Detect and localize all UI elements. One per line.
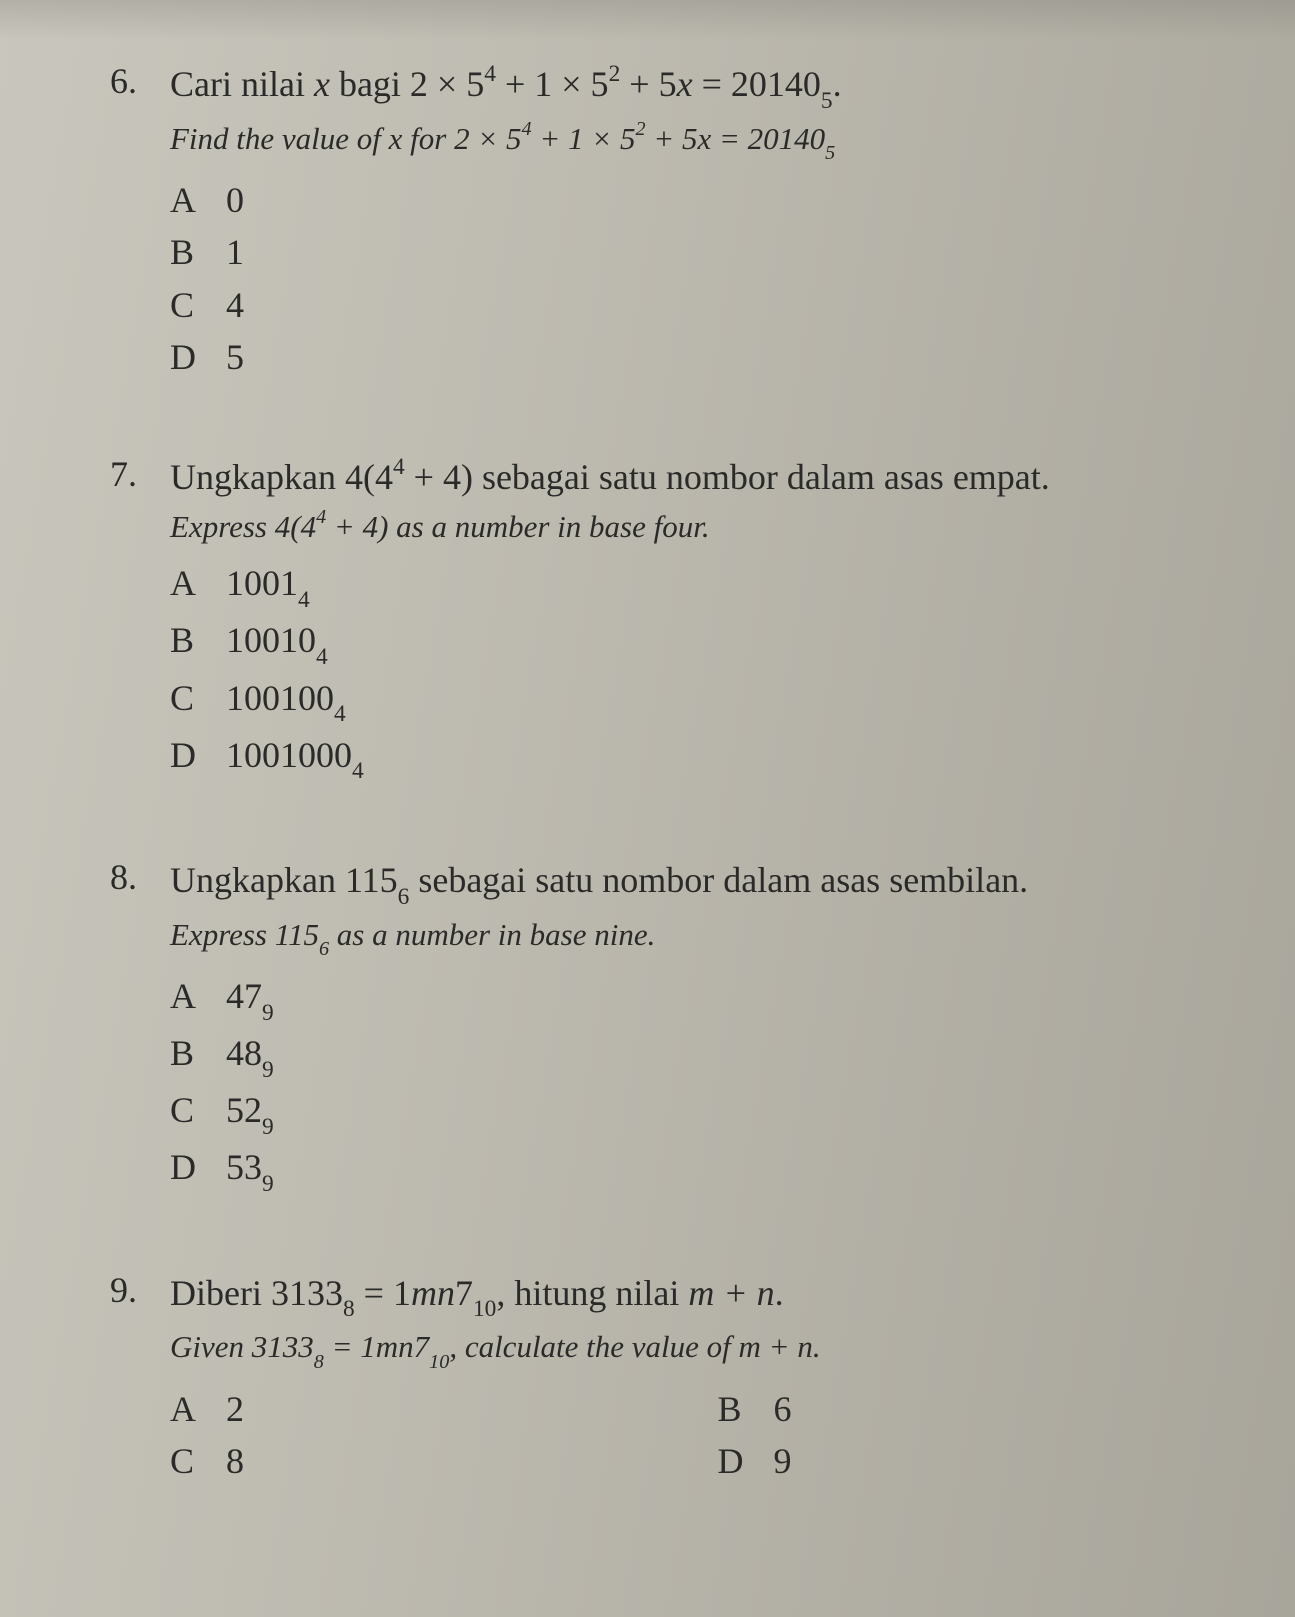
question-8: 8. Ungkapkan 1156 sebagai satu nombor da… bbox=[110, 856, 1225, 1199]
question-9: 9. Diberi 31338 = 1mn710, hitung nilai m… bbox=[110, 1269, 1225, 1488]
exam-page: 6. Cari nilai x bagi 2 × 54 + 1 × 52 + 5… bbox=[0, 0, 1295, 1617]
q9-option-c: C8 bbox=[170, 1435, 678, 1487]
q9-option-a: A2 bbox=[170, 1383, 678, 1435]
q8-option-d: D539 bbox=[170, 1141, 1225, 1198]
question-number: 8. bbox=[110, 856, 137, 898]
q8-malay: Ungkapkan 1156 sebagai satu nombor dalam… bbox=[170, 856, 1225, 910]
q6-option-a: A0 bbox=[170, 174, 1225, 226]
q8-option-c: C529 bbox=[170, 1084, 1225, 1141]
q6-option-b: B1 bbox=[170, 226, 1225, 278]
q7-malay: Ungkapkan 4(44 + 4) sebagai satu nombor … bbox=[170, 453, 1225, 502]
q8-options: A479 B489 C529 D539 bbox=[170, 970, 1225, 1199]
q6-malay: Cari nilai x bagi 2 × 54 + 1 × 52 + 5x =… bbox=[170, 60, 1225, 114]
question-number: 9. bbox=[110, 1269, 137, 1311]
q8-option-b: B489 bbox=[170, 1027, 1225, 1084]
q7-options: A10014 B100104 C1001004 D10010004 bbox=[170, 557, 1225, 786]
question-number: 7. bbox=[110, 453, 137, 495]
q8-option-a: A479 bbox=[170, 970, 1225, 1027]
q7-option-c: C1001004 bbox=[170, 672, 1225, 729]
q6-option-d: D5 bbox=[170, 331, 1225, 383]
q9-option-d: D9 bbox=[718, 1435, 1226, 1487]
q6-option-c: C4 bbox=[170, 279, 1225, 331]
q6-english: Find the value of x for 2 × 54 + 1 × 52 … bbox=[170, 118, 1225, 164]
q9-english: Given 31338 = 1mn710, calculate the valu… bbox=[170, 1326, 1225, 1372]
q7-option-b: B100104 bbox=[170, 614, 1225, 671]
q7-english: Express 4(44 + 4) as a number in base fo… bbox=[170, 506, 1225, 548]
question-number: 6. bbox=[110, 60, 137, 102]
q9-malay: Diberi 31338 = 1mn710, hitung nilai m + … bbox=[170, 1269, 1225, 1323]
question-7: 7. Ungkapkan 4(44 + 4) sebagai satu nomb… bbox=[110, 453, 1225, 786]
q7-option-a: A10014 bbox=[170, 557, 1225, 614]
q6-options: A0 B1 C4 D5 bbox=[170, 174, 1225, 383]
q9-option-b: B6 bbox=[718, 1383, 1226, 1435]
q9-options: A2 B6 C8 D9 bbox=[170, 1383, 1225, 1487]
q8-english: Express 1156 as a number in base nine. bbox=[170, 914, 1225, 960]
q7-option-d: D10010004 bbox=[170, 729, 1225, 786]
question-6: 6. Cari nilai x bagi 2 × 54 + 1 × 52 + 5… bbox=[110, 60, 1225, 383]
